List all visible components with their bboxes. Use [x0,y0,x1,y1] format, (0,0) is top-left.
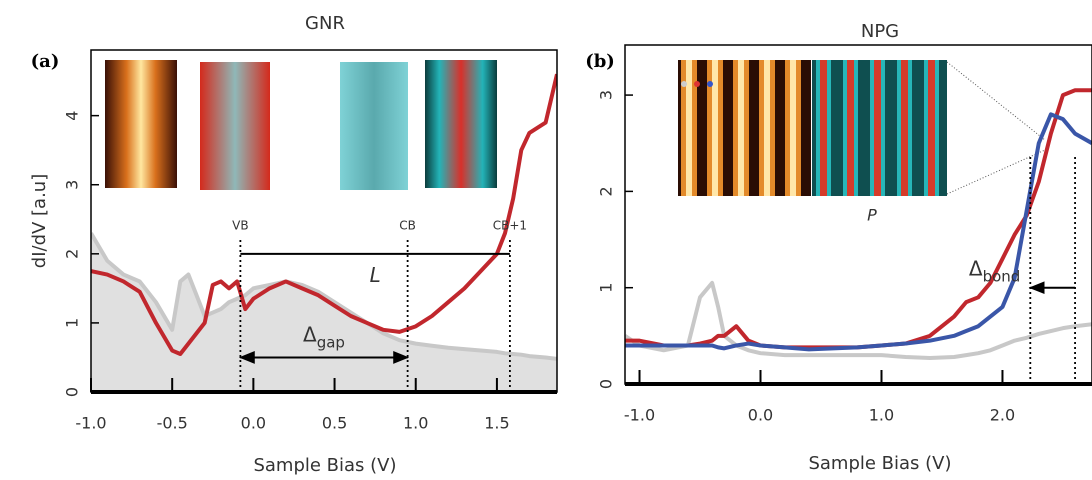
plot [625,88,1092,360]
x-axis-label: Sample Bias (V) [253,455,396,476]
x-tick-label: 0.5 [322,414,347,433]
x-tick-label: -0.5 [157,414,188,433]
x-tick-label: 2.0 [990,406,1015,425]
y-axis-label: dI/dV [a.u] [29,174,50,268]
chart-title: NPG [861,21,899,42]
x-tick-label: -1.0 [624,406,655,425]
x-tick-label: 1.5 [484,414,509,433]
y-tick-label: 4 [63,111,82,121]
span-subscript: gap [317,333,345,351]
panel-label: (a) [31,51,60,72]
panel-label: (b) [585,51,615,72]
span-label: L [370,262,381,286]
x-tick-label: 0.0 [748,406,773,425]
x-axis-label: Sample Bias (V) [808,453,951,474]
y-tick-label: 1 [63,318,82,328]
insets-b: P [678,60,1046,225]
insets-a [105,60,497,190]
x-tick-label: 0.0 [241,414,266,433]
y-tick-label: 2 [597,186,616,196]
marker-label: VB [232,218,248,232]
series-line [91,232,557,361]
y-tick-label: 3 [597,90,616,100]
y-tick-label: 3 [63,180,82,190]
y-tick-label: 0 [597,379,616,389]
span-subscript: bond [983,267,1021,285]
y-tick-label: 0 [63,387,82,397]
series-line [625,280,1092,360]
span-text: Δ [969,256,983,280]
y-tick-label: 2 [63,249,82,259]
marker-label: CB [399,218,416,232]
marker-label: CB+1 [493,218,527,232]
chart-title: GNR [305,13,345,34]
span-text: L [370,262,381,286]
x-tick-label: -1.0 [75,414,106,433]
y-tick-label: 1 [597,283,616,293]
area [91,233,557,392]
span-label: Δbond [969,256,1020,285]
span-text: Δ [303,322,317,346]
series-line [625,112,1092,352]
inset-label: P [867,206,877,225]
x-tick-label: 1.0 [869,406,894,425]
span-label: Δgap [303,322,345,351]
x-tick-label: 1.0 [403,414,428,433]
